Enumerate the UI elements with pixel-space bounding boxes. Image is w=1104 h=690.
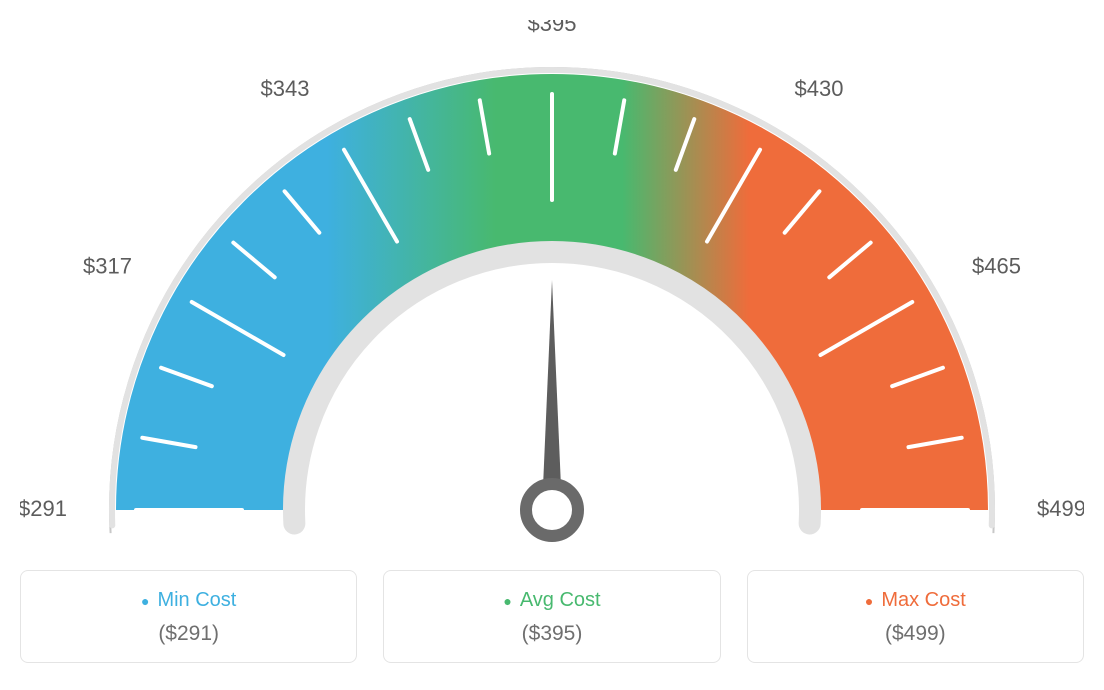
legend-row: Min Cost ($291) Avg Cost ($395) Max Cost…: [20, 570, 1084, 663]
gauge-area: $291 $317 $343 $395 $430 $465 $499: [20, 20, 1084, 560]
legend-card-avg: Avg Cost ($395): [383, 570, 720, 663]
gauge-tick-label: $499: [1037, 496, 1084, 521]
gauge-tick-label: $430: [795, 76, 844, 101]
legend-value-max: ($499): [758, 622, 1073, 646]
cost-gauge-chart: $291 $317 $343 $395 $430 $465 $499 Min Cost ($…: [20, 20, 1084, 663]
gauge-svg: $291 $317 $343 $395 $430 $465 $499: [20, 20, 1084, 560]
gauge-tick-label: $465: [972, 253, 1021, 278]
gauge-tick-label: $343: [261, 76, 310, 101]
gauge-tick-label: $395: [528, 20, 577, 36]
gauge-needle-hub: [526, 484, 578, 536]
gauge-tick-label: $291: [20, 496, 67, 521]
gauge-needle: [542, 280, 562, 510]
legend-title-min: Min Cost: [31, 589, 346, 612]
legend-title-avg: Avg Cost: [394, 589, 709, 612]
legend-title-max: Max Cost: [758, 589, 1073, 612]
legend-value-min: ($291): [31, 622, 346, 646]
legend-value-avg: ($395): [394, 622, 709, 646]
legend-card-max: Max Cost ($499): [747, 570, 1084, 663]
legend-card-min: Min Cost ($291): [20, 570, 357, 663]
gauge-tick-label: $317: [83, 253, 132, 278]
